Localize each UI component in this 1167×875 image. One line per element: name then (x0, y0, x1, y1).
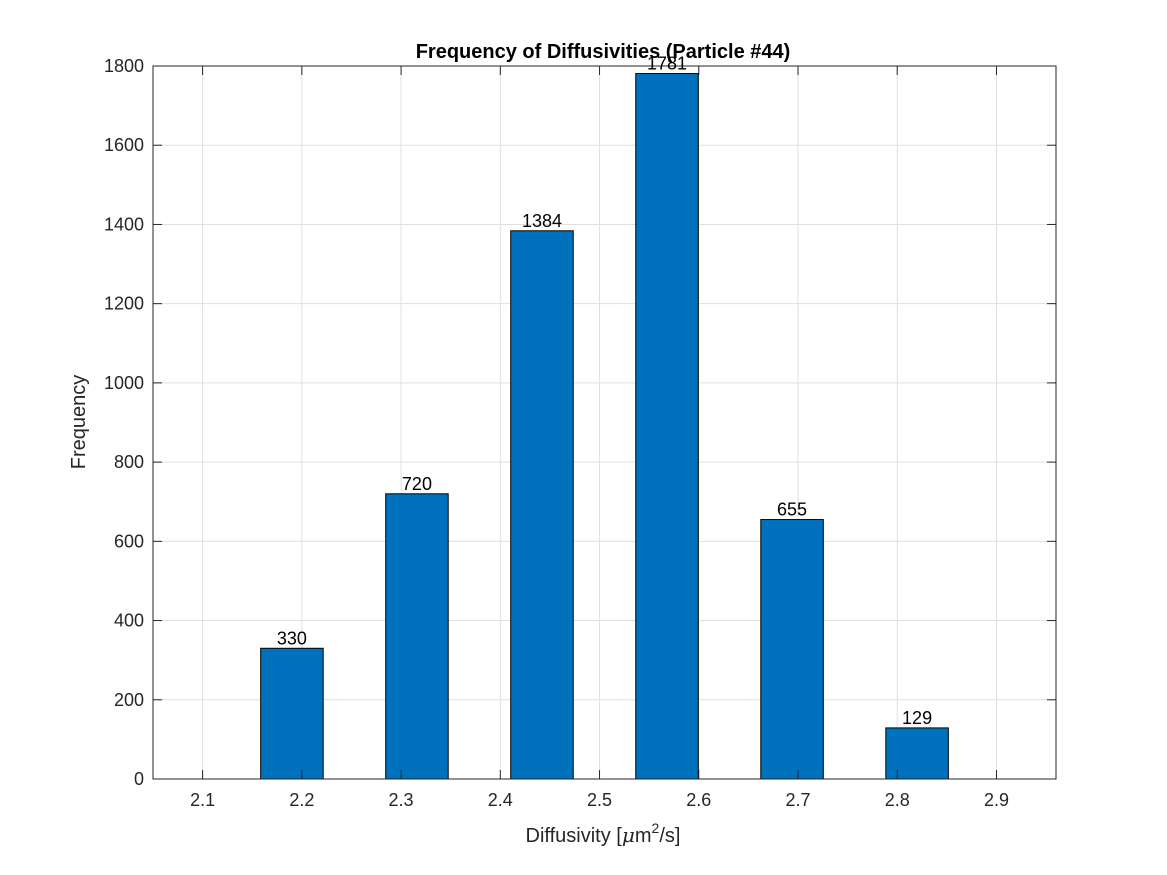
bar-655 (760, 519, 824, 780)
x-tick-label: 2.6 (686, 790, 711, 810)
y-tick-label: 200 (114, 690, 144, 710)
bar-1781 (635, 73, 699, 780)
y-tick-label: 1600 (104, 135, 144, 155)
x-tick-label: 2.2 (289, 790, 314, 810)
x-tick-labels: 2.1 2.2 2.3 2.4 2.5 2.6 2.7 2.8 2.9 (190, 790, 1009, 810)
x-tick-label: 2.9 (984, 790, 1009, 810)
x-tick-label: 2.7 (785, 790, 810, 810)
x-axis-title: Diffusivity [μm2/s] (526, 820, 681, 847)
x-tick-label: 2.5 (587, 790, 612, 810)
axes-box (152, 65, 1057, 780)
x-axis-title-suffix: /s] (659, 825, 680, 847)
y-tick-label: 1000 (104, 373, 144, 393)
y-tick-label: 600 (114, 531, 144, 551)
y-tick-label: 400 (114, 611, 144, 631)
data-label-1781: 1781 (647, 54, 687, 74)
axes-frame (152, 65, 1057, 780)
y-tick-label: 800 (114, 452, 144, 472)
x-axis-title-prefix: Diffusivity [ (526, 825, 623, 847)
bar-1384 (510, 230, 574, 780)
x-tick-label: 2.4 (488, 790, 513, 810)
y-tick-label: 1400 (104, 214, 144, 234)
data-label-330: 330 (277, 628, 307, 648)
y-tick-label: 1200 (104, 294, 144, 314)
data-label-1384: 1384 (522, 211, 562, 231)
y-axis-title: Frequency (68, 375, 90, 470)
data-label-720: 720 (402, 474, 432, 494)
bar-129 (885, 727, 949, 780)
y-tick-label: 1800 (104, 56, 144, 76)
x-axis-title-mu: μ (622, 823, 635, 847)
x-tick-label: 2.8 (885, 790, 910, 810)
bar-720 (385, 493, 449, 780)
bar-330 (260, 647, 324, 780)
data-label-655: 655 (777, 500, 807, 520)
data-labels: 330 720 1384 1781 655 129 (277, 54, 932, 728)
data-label-129: 129 (902, 708, 932, 728)
x-tick-label: 2.1 (190, 790, 215, 810)
chart-title: Frequency of Diffusivities (Particle #44… (416, 41, 791, 63)
bars (260, 73, 949, 780)
y-tick-labels: 0 200 400 600 800 1000 1200 1400 1600 1800 (104, 56, 144, 789)
tick-marks (153, 65, 1056, 780)
x-tick-label: 2.3 (389, 790, 414, 810)
x-axis-title-exponent: 2 (652, 820, 660, 836)
y-tick-label: 0 (134, 769, 144, 789)
x-axis-title-unit: m (635, 825, 652, 847)
